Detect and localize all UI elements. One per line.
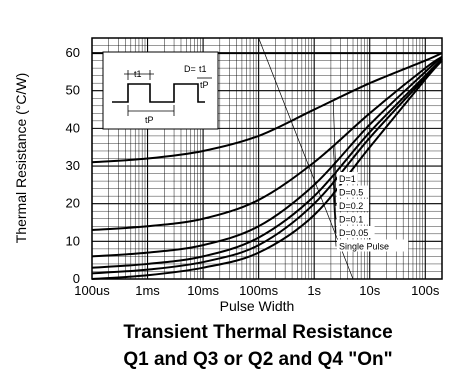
series-line: [91, 58, 443, 269]
x-tick-label: 10ms: [187, 283, 219, 298]
series-leader: [332, 191, 337, 247]
series-label-bg: [337, 226, 375, 238]
series-label: D=1: [339, 174, 356, 184]
y-tick-label: 50: [66, 83, 80, 98]
series-label-bg: [337, 199, 369, 211]
series-leader: [332, 174, 337, 220]
series-label: D=0.5: [339, 188, 363, 198]
series-label: Single Pulse: [339, 242, 389, 252]
series-label-bg: [337, 212, 369, 225]
grid: 0 10 20 30 40 50 60 100us 1ms 10ms 100ms 1s 10s 100s: [66, 37, 443, 298]
series-label-bg: [337, 185, 369, 198]
series-leader: [332, 181, 337, 234]
series-label-bg: [337, 172, 358, 184]
series-label-bg: [337, 239, 409, 252]
inset-box: [102, 51, 219, 130]
x-axis-title: Pulse Width: [220, 298, 295, 314]
series-label: D=0.05: [339, 228, 368, 238]
y-tick-label: 10: [66, 233, 80, 248]
inset-d-num: t1: [199, 64, 207, 74]
chart-title-line2: Q1 and Q3 or Q2 and Q4 "On": [123, 349, 392, 370]
series-labels: D=1 D=0.5 D=0.2 D=0.1 D=0.05 Single Pulse: [332, 100, 409, 252]
inset-t1-label: t1: [134, 69, 142, 79]
series-line: [91, 58, 443, 275]
y-tick-label: 40: [66, 120, 80, 135]
inset-d-den: tP: [200, 80, 209, 90]
series-line: [91, 52, 443, 164]
inset-d-label: D=: [184, 64, 196, 74]
chart-title-line1: Transient Thermal Resistance: [123, 322, 392, 343]
series-curves: [91, 52, 443, 280]
reference-diagonal: [258, 37, 354, 280]
plot-frame: [91, 37, 443, 280]
y-tick-label: 60: [66, 45, 80, 60]
series-leader: [332, 164, 337, 207]
y-axis-title: Thermal Resistance (°C/W): [13, 73, 29, 244]
inset-tp-label: tP: [145, 115, 154, 125]
y-tick-label: 20: [66, 196, 80, 211]
x-tick-label: 100us: [74, 283, 110, 298]
x-tick-label: 10s: [359, 283, 380, 298]
y-tick-label: 0: [73, 271, 80, 286]
series-leader: [332, 100, 337, 180]
x-tick-label: 100ms: [239, 283, 279, 298]
series-leader: [332, 145, 337, 193]
series-label: D=0.1: [339, 215, 363, 225]
series-line: [91, 55, 443, 232]
x-tick-label: 100s: [411, 283, 440, 298]
series-label: D=0.2: [339, 201, 363, 211]
series-line: [91, 59, 443, 280]
y-tick-label: 30: [66, 158, 80, 173]
series-line: [91, 56, 443, 258]
x-tick-label: 1ms: [135, 283, 160, 298]
duty-cycle-inset: t1 tP D= t1 tP: [102, 51, 219, 130]
x-tick-label: 1s: [307, 283, 321, 298]
pulse-waveform: [112, 83, 205, 103]
